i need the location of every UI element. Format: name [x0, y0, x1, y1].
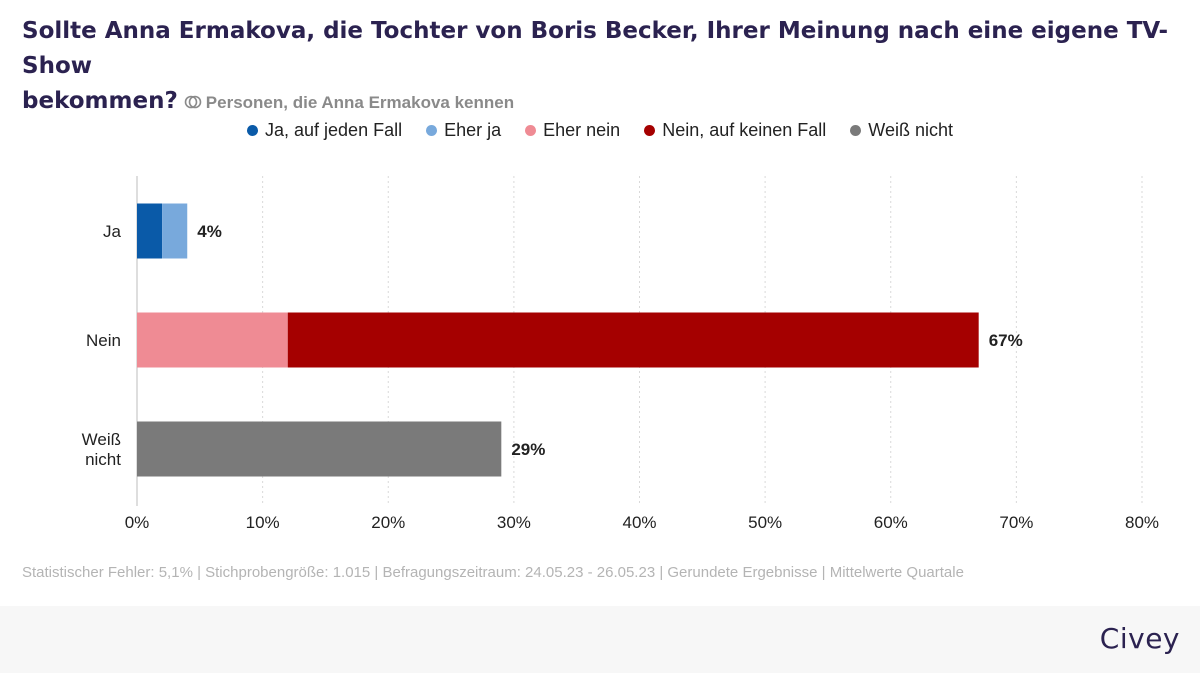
- legend-label: Eher ja: [444, 120, 502, 140]
- x-tick-label: 30%: [497, 513, 531, 532]
- category-label: Weiß nicht: [82, 430, 122, 469]
- legend-item[interactable]: Eher ja: [426, 120, 501, 141]
- bar-total-label: 67%: [989, 331, 1023, 350]
- legend-item[interactable]: Nein, auf keinen Fall: [644, 120, 826, 141]
- legend-dot-icon: [426, 125, 438, 136]
- category-label-line: Ja: [103, 222, 122, 241]
- info-icon[interactable]: [184, 87, 202, 122]
- footer-note: Statistischer Fehler: 5,1% | Stichproben…: [22, 564, 964, 581]
- x-tick-label: 40%: [622, 513, 656, 532]
- chart-title-line1: Sollte Anna Ermakova, die Tochter von Bo…: [22, 18, 1169, 79]
- brand-bar: Civey: [0, 606, 1200, 673]
- x-tick-label: 10%: [246, 513, 280, 532]
- bar-segment: [287, 312, 979, 368]
- x-tick-label: 60%: [874, 513, 908, 532]
- x-tick-label: 0%: [125, 513, 150, 532]
- legend-dot-icon: [525, 125, 537, 136]
- chart-title-line2: bekommen?: [22, 88, 178, 114]
- brand-logo: Civey: [1099, 622, 1180, 655]
- chart-subtitle: Personen, die Anna Ermakova kennen: [205, 93, 515, 112]
- legend-dot-icon: [850, 125, 862, 136]
- category-label: Nein: [86, 331, 121, 350]
- bar-segment: [137, 421, 502, 477]
- legend-item[interactable]: Weiß nicht: [850, 120, 953, 141]
- category-label-line: Weiß: [82, 430, 121, 449]
- category-label-line: nicht: [85, 450, 121, 469]
- legend-dot-icon: [644, 125, 656, 136]
- legend-item[interactable]: Ja, auf jeden Fall: [247, 120, 402, 141]
- legend-label: Nein, auf keinen Fall: [662, 120, 827, 140]
- chart-title: Sollte Anna Ermakova, die Tochter von Bo…: [22, 14, 1182, 122]
- title-subtitle-row: bekommen? Personen, die Anna Ermakova ken…: [22, 88, 514, 114]
- legend-label: Weiß nicht: [868, 120, 953, 140]
- bar-segment: [137, 312, 288, 368]
- legend-label: Ja, auf jeden Fall: [265, 120, 403, 140]
- chart-legend: Ja, auf jeden Fall Eher ja Eher nein Nein, …: [0, 120, 1200, 141]
- x-tick-label: 80%: [1125, 513, 1159, 532]
- x-tick-label: 20%: [371, 513, 405, 532]
- chart-header: Sollte Anna Ermakova, die Tochter von Bo…: [22, 14, 1182, 122]
- bar-segment: [162, 203, 188, 259]
- legend-item[interactable]: Eher nein: [525, 120, 620, 141]
- legend-label: Eher nein: [543, 120, 621, 140]
- category-label: Ja: [103, 222, 122, 241]
- x-tick-label: 70%: [999, 513, 1033, 532]
- bar-segment: [137, 203, 163, 259]
- x-tick-label: 50%: [748, 513, 782, 532]
- legend-dot-icon: [247, 125, 258, 136]
- bar-total-label: 4%: [197, 222, 222, 241]
- bar-chart: 0% 10% 20% 30% 40% 50% 60% 70% 80% 4% Ja 67% Nein 29%…: [82, 176, 1159, 532]
- bar-total-label: 29%: [511, 440, 545, 459]
- category-label-line: Nein: [86, 331, 121, 350]
